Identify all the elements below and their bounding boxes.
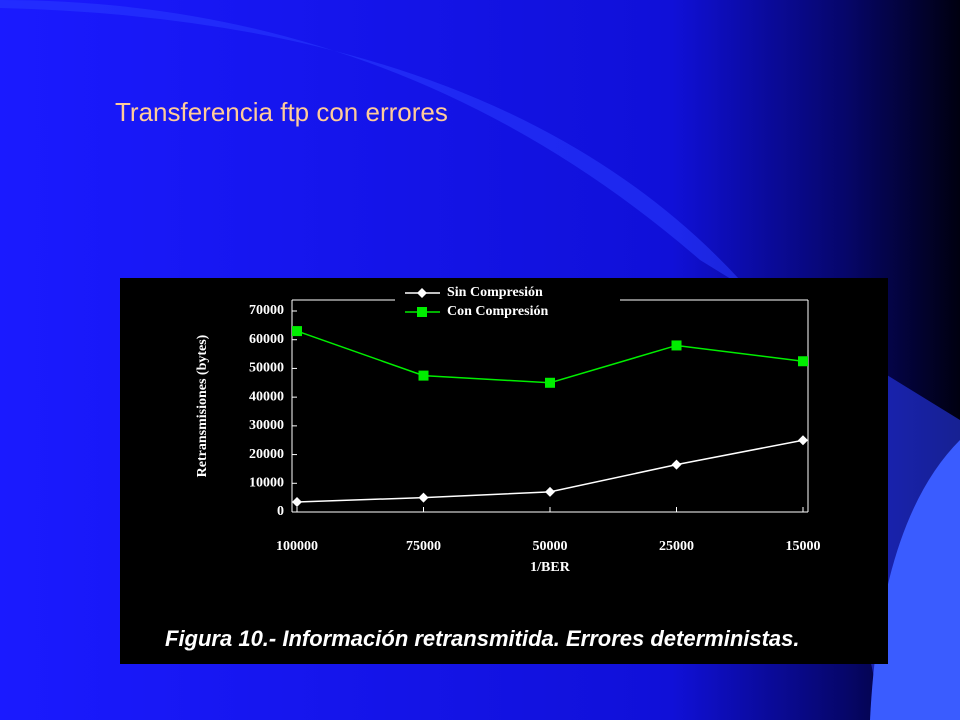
slide-title: Transferencia ftp con errores — [115, 97, 448, 127]
x-tick-label: 25000 — [659, 539, 694, 554]
decor — [870, 440, 960, 720]
x-tick-label: 100000 — [276, 539, 318, 554]
y-axis-label: Retransmisiones (bytes) — [195, 334, 210, 477]
point — [292, 496, 302, 507]
point — [671, 340, 682, 351]
x-tick-label: 15000 — [786, 539, 821, 554]
point — [798, 435, 808, 446]
x-tick-label: 75000 — [406, 539, 441, 554]
point — [798, 356, 808, 367]
y-tick-label: 10000 — [249, 476, 284, 491]
point — [417, 288, 427, 298]
point — [671, 459, 682, 470]
point — [418, 492, 429, 503]
y-tick-label: 70000 — [249, 303, 284, 318]
point — [418, 370, 429, 381]
chart-image — [120, 278, 888, 664]
legend-label: Con Compresión — [447, 304, 548, 319]
caption: Figura 10.- Información retransmitida. E… — [165, 626, 800, 651]
point — [292, 326, 302, 337]
chart: 0 10000 20000 30000 40000 50000 60000 70000 1000… — [165, 285, 821, 651]
point — [545, 377, 555, 388]
y-tick-label: 50000 — [249, 361, 284, 376]
point — [417, 307, 427, 317]
legend-label: Sin Compresión — [447, 285, 543, 300]
y-tick-label: 0 — [277, 504, 284, 519]
point — [545, 486, 555, 497]
x-tick-label: 50000 — [533, 539, 568, 554]
y-tick-label: 60000 — [249, 332, 284, 347]
y-tick-label: 20000 — [249, 447, 284, 462]
y-tick-label: 30000 — [249, 418, 284, 433]
x-axis-label: 1/BER — [530, 560, 571, 575]
y-tick-label: 40000 — [249, 389, 284, 404]
